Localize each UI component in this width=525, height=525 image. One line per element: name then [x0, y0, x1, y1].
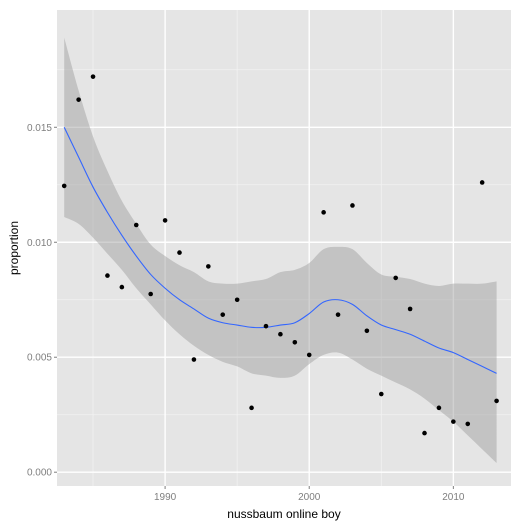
confidence-band	[64, 37, 497, 464]
data-point	[465, 421, 471, 427]
data-point	[436, 405, 442, 411]
y-tick-label: 0.005	[27, 353, 52, 364]
data-point	[306, 352, 312, 358]
data-point	[263, 323, 269, 329]
major-grid	[57, 10, 511, 486]
data-point	[335, 312, 341, 317]
data-point	[148, 291, 153, 297]
x-tick-label: 1990	[154, 492, 177, 503]
data-point	[393, 275, 398, 281]
data-point	[479, 180, 485, 185]
data-point	[451, 419, 456, 424]
x-tick-label: 2010	[442, 492, 465, 503]
data-point	[105, 273, 110, 278]
data-point	[191, 357, 197, 362]
data-point	[407, 306, 413, 312]
data-point	[162, 218, 168, 223]
data-point	[177, 250, 182, 255]
data-point	[206, 264, 211, 269]
y-tick-label: 0.010	[27, 238, 52, 249]
data-point	[422, 430, 427, 436]
data-point	[133, 222, 139, 228]
data-point	[119, 284, 125, 290]
data-point	[350, 203, 355, 208]
data-points	[61, 74, 499, 436]
x-axis-ticks: 1990 2000 2010	[154, 486, 465, 503]
data-point	[292, 339, 298, 345]
y-tick-label: 0.015	[27, 123, 52, 134]
data-point	[278, 331, 283, 337]
y-axis-ticks: 0.000 0.005 0.010 0.015	[27, 123, 57, 479]
data-point	[61, 183, 67, 189]
x-tick-label: 2000	[298, 492, 321, 503]
data-point	[90, 74, 96, 79]
data-point	[378, 391, 384, 397]
data-point	[494, 398, 499, 404]
x-axis-title: nussbaum online boy	[227, 507, 340, 521]
data-point	[249, 405, 254, 411]
data-point	[321, 210, 326, 215]
minor-grid	[57, 10, 511, 486]
data-point	[220, 312, 226, 317]
y-axis-title: proportion	[7, 221, 21, 275]
data-point	[234, 297, 240, 303]
plot-panel	[57, 10, 511, 486]
smooth-line	[63, 127, 497, 374]
data-point	[76, 97, 81, 102]
y-tick-label: 0.000	[27, 468, 52, 479]
data-point	[364, 328, 370, 334]
